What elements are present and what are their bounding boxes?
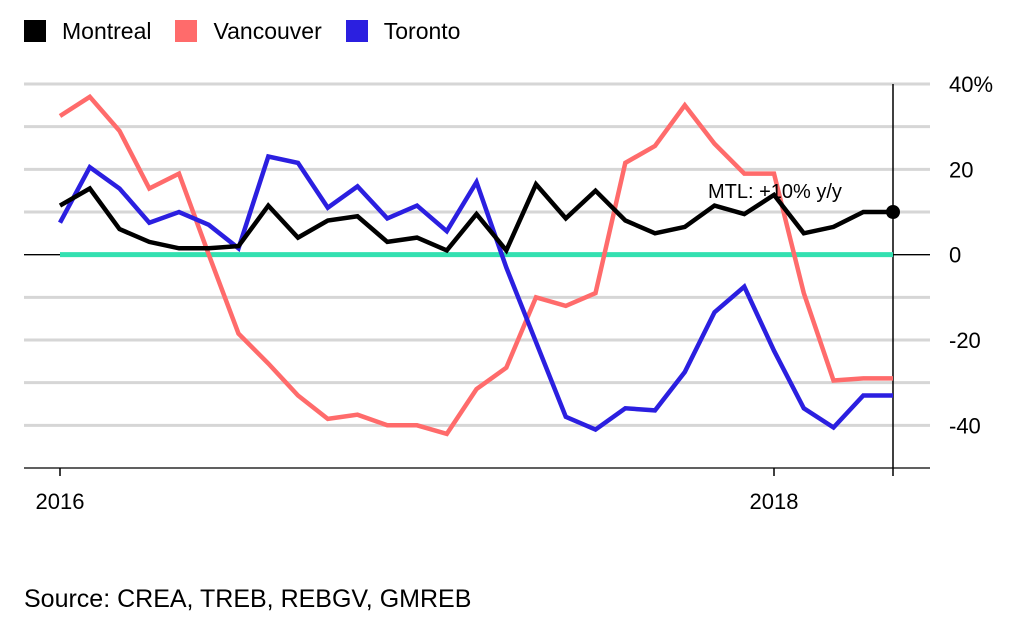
legend: Montreal Vancouver Toronto (24, 14, 484, 48)
legend-swatch (24, 20, 46, 42)
y-tick-label: 40% (949, 72, 993, 97)
annotation-dot (886, 205, 900, 219)
legend-label: Montreal (62, 18, 152, 44)
legend-label: Vancouver (213, 18, 322, 44)
legend-item-toronto: Toronto (345, 14, 461, 48)
legend-item-montreal: Montreal (24, 14, 151, 48)
x-tick-label: 2016 (36, 489, 85, 514)
y-tick-label: 20 (949, 157, 973, 182)
legend-item-vancouver: Vancouver (175, 14, 322, 48)
legend-swatch (345, 20, 368, 42)
series-line-vancouver (58, 93, 893, 437)
y-tick-label: 0 (949, 243, 961, 268)
x-tick-label: 2018 (750, 489, 799, 514)
source-note: Source: CREA, TREB, REBGV, GMREB (24, 585, 472, 613)
legend-swatch (175, 20, 198, 42)
series-line-montreal (58, 180, 893, 255)
series-line-toronto (58, 153, 893, 433)
y-tick-label: -40 (949, 413, 981, 438)
y-tick-label: -20 (949, 328, 981, 353)
legend-label: Toronto (383, 18, 461, 44)
annotation-label: MTL: +10% y/y (708, 181, 842, 203)
